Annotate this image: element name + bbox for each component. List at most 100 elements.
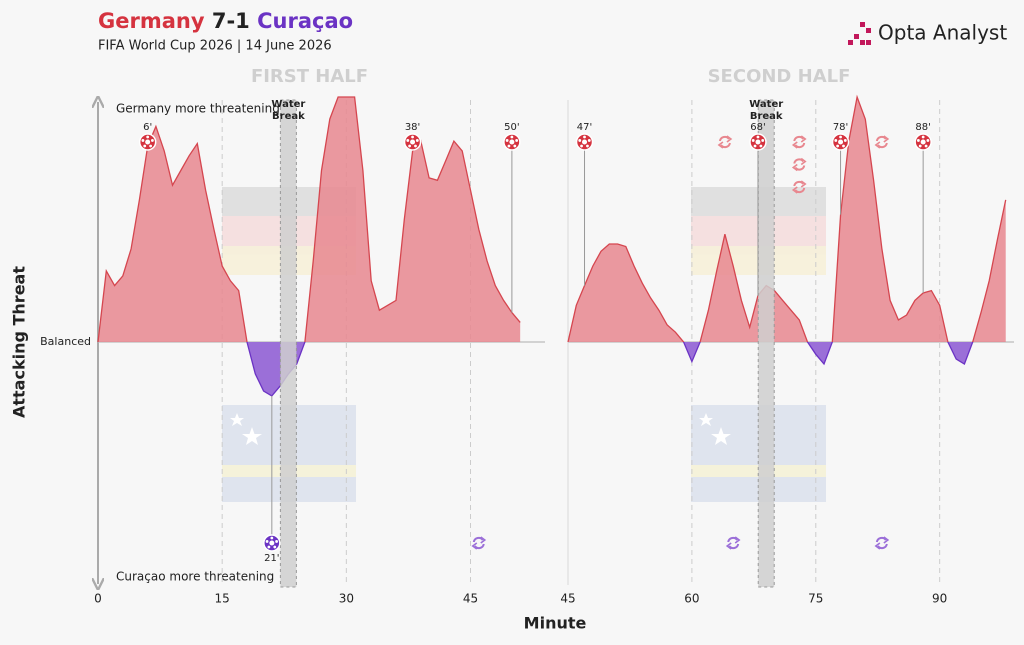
- sub-head: [874, 542, 881, 550]
- ball-patch: [918, 144, 922, 148]
- sub-arrow: [793, 135, 805, 142]
- x-tick-label: 45: [560, 592, 575, 606]
- ball-patch: [149, 144, 153, 148]
- sub-head: [800, 135, 807, 143]
- ball-patch: [916, 139, 920, 142]
- title-home: Germany: [98, 9, 205, 33]
- ball-patch: [926, 139, 930, 142]
- sub-head: [791, 186, 798, 194]
- positive-line: [97, 96, 521, 342]
- goal: [914, 133, 932, 151]
- ball-patch: [414, 144, 417, 148]
- substitution: [874, 135, 890, 149]
- positive-area: [568, 97, 1006, 342]
- sub-head: [471, 542, 478, 550]
- sub-head: [791, 141, 798, 149]
- ball-patch: [408, 144, 412, 148]
- ball-patch: [411, 135, 414, 139]
- x-tick-label: 75: [808, 592, 823, 606]
- substitution: [791, 180, 807, 194]
- sub-arrow: [794, 142, 806, 149]
- ball-center: [582, 139, 588, 145]
- ball-center: [838, 139, 844, 145]
- ball-patch: [843, 139, 847, 142]
- ball-center: [509, 139, 515, 145]
- goal: [749, 133, 767, 151]
- ball-patch: [265, 540, 269, 543]
- brand: Opta Analyst: [878, 21, 1007, 45]
- sub-arrow: [793, 180, 805, 187]
- ball-patch: [141, 139, 145, 142]
- substitution: [874, 536, 890, 550]
- curacao-flag: [222, 405, 826, 502]
- sub-arrow: [877, 543, 888, 550]
- sub-head: [717, 141, 724, 149]
- ball-patch: [406, 139, 410, 142]
- top-annotation: Germany more threatening: [116, 102, 280, 116]
- ball-patch: [273, 545, 277, 549]
- water-break-label: Water: [749, 99, 783, 110]
- brand-logo: [848, 22, 871, 45]
- ball-patch: [586, 144, 589, 148]
- ball-patch: [921, 135, 925, 139]
- goal-label: 78': [833, 122, 848, 133]
- ball-patch: [267, 545, 271, 549]
- ball-center: [755, 139, 761, 145]
- goal-label: 88': [915, 122, 930, 133]
- sub-head: [800, 180, 807, 188]
- half-title: FIRST HALF: [251, 66, 368, 87]
- x-tick-label: 45: [463, 592, 478, 606]
- sub-head: [800, 157, 807, 166]
- ball-patch: [587, 139, 591, 142]
- water-break: [757, 99, 775, 588]
- half-title: SECOND HALF: [708, 66, 851, 87]
- ball-patch: [146, 135, 150, 139]
- positive-line: [567, 94, 1007, 342]
- substitution: [791, 135, 807, 149]
- ball-patch: [583, 135, 586, 139]
- substitution: [717, 135, 733, 149]
- ball-patch: [751, 139, 755, 142]
- sub-arrow: [720, 142, 731, 149]
- sub-arrow: [728, 543, 740, 550]
- sub-head: [791, 163, 798, 172]
- ball-patch: [761, 139, 765, 142]
- substitution: [791, 157, 807, 172]
- ball-patch: [836, 144, 840, 148]
- sub-arrow: [793, 158, 805, 164]
- goal: [831, 133, 850, 151]
- goal-label: 50': [504, 122, 519, 133]
- ball-patch: [270, 536, 274, 540]
- sub-head: [726, 135, 733, 143]
- water-break: [279, 99, 297, 588]
- sub-head: [883, 135, 890, 143]
- ball-patch: [505, 139, 509, 142]
- substitution: [471, 536, 487, 550]
- ball-center: [269, 540, 275, 546]
- ball-patch: [513, 144, 517, 148]
- penalty-goal: [503, 133, 521, 151]
- sub-head: [883, 536, 890, 544]
- goal: [263, 534, 281, 552]
- goal-label: 68': [750, 122, 765, 133]
- goal-label: 21': [264, 553, 279, 564]
- title-away: Curaçao: [257, 9, 353, 33]
- goal: [403, 133, 422, 151]
- sub-arrow: [473, 543, 485, 550]
- goal-label: 6': [143, 122, 152, 133]
- ball-patch: [839, 135, 842, 139]
- goal: [575, 133, 594, 151]
- sub-head: [874, 141, 881, 149]
- sub-head: [480, 536, 487, 544]
- ball-patch: [753, 144, 757, 148]
- sub-arrow: [875, 536, 887, 543]
- sub-arrow: [877, 142, 888, 149]
- x-tick-label: 15: [215, 592, 230, 606]
- goal: [138, 133, 157, 151]
- sub-arrow: [727, 536, 739, 543]
- ball-patch: [275, 540, 278, 543]
- bottom-annotation: Curaçao more threatening: [116, 570, 274, 584]
- ball-patch: [924, 144, 928, 148]
- ball-patch: [756, 135, 760, 139]
